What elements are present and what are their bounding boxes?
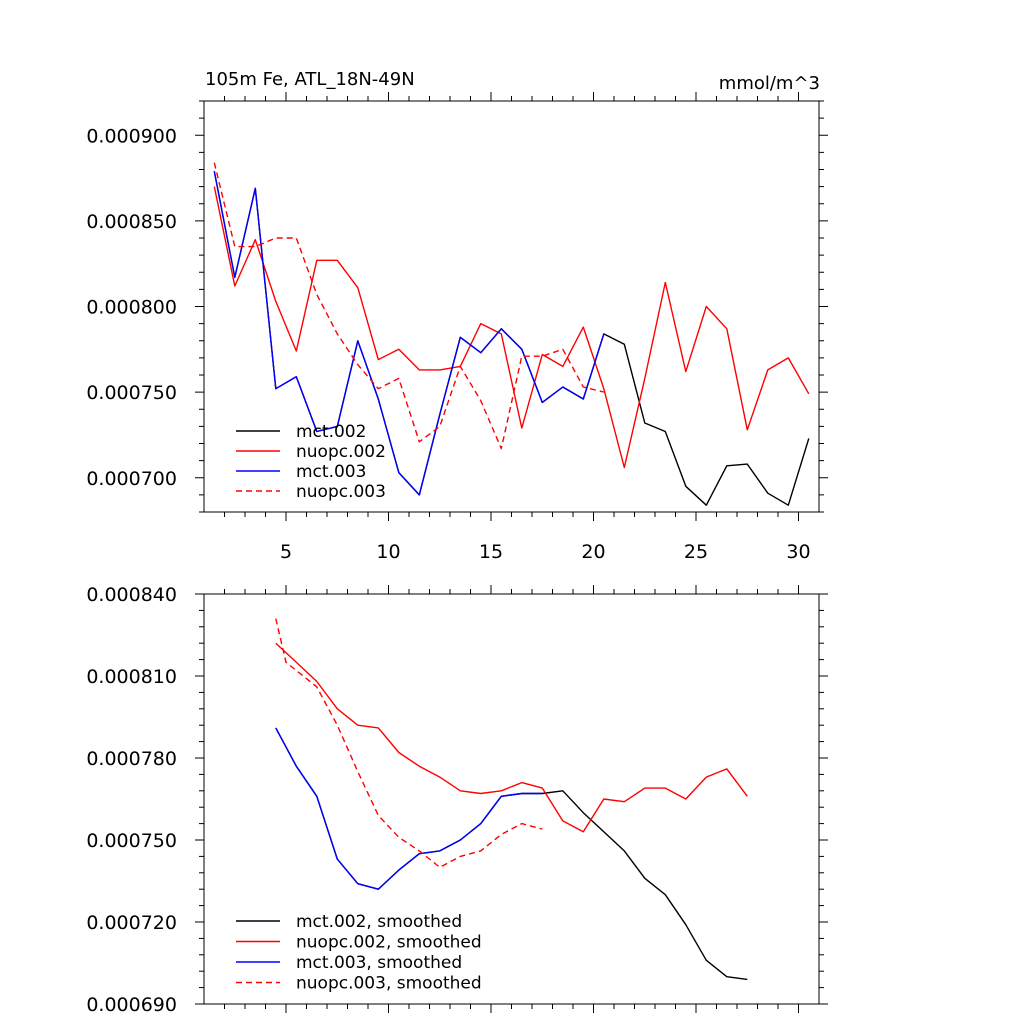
series-line (275, 618, 543, 868)
x-tick-label: 10 (376, 541, 400, 563)
bottom-panel: 0.000690 0.000720 0.000750 0.000780 0.000810… (86, 584, 828, 1016)
series-line (213, 186, 810, 469)
y-tick-label: 0.000900 (86, 125, 177, 147)
legend-label: nuopc.003 (296, 482, 386, 502)
y-tick-label: 0.000850 (86, 211, 177, 233)
x-tick-label: 15 (479, 541, 503, 563)
legend-label: mct.003 (296, 462, 366, 482)
y-tick-label: 0.000780 (86, 748, 177, 770)
series-line (213, 162, 604, 450)
legend-label: mct.002 (296, 422, 366, 442)
top-panel: 5 10 15 20 25 30 0.000700 0.000750 0.000800 0.000… (86, 69, 828, 563)
y-tick-label: 0.000840 (86, 584, 177, 606)
x-tick-label: 5 (280, 541, 292, 563)
legend-label: nuopc.002, smoothed (296, 933, 482, 953)
y-tick-label: 0.000750 (86, 830, 177, 852)
y-tick-label: 0.000720 (86, 912, 177, 934)
legend-label: mct.003, smoothed (296, 953, 462, 973)
series-line (213, 171, 605, 496)
x-tick-label: 30 (786, 541, 810, 563)
legend-label: mct.002, smoothed (296, 912, 462, 932)
chart-title: 105m Fe, ATL_18N-49N (205, 69, 415, 90)
y-tick-label: 0.000800 (86, 297, 177, 319)
x-tick-label: 25 (684, 541, 708, 563)
y-tick-label: 0.000690 (86, 994, 177, 1016)
series-line (275, 642, 748, 833)
legend-label: nuopc.003, smoothed (296, 974, 482, 994)
y-tick-label: 0.000700 (86, 468, 177, 490)
series-line (275, 727, 543, 890)
x-tick-label: 20 (581, 541, 605, 563)
units-label: mmol/m^3 (719, 73, 820, 94)
y-tick-label: 0.000750 (86, 382, 177, 404)
legend-label: nuopc.002 (296, 442, 386, 462)
y-tick-label: 0.000810 (86, 666, 177, 688)
